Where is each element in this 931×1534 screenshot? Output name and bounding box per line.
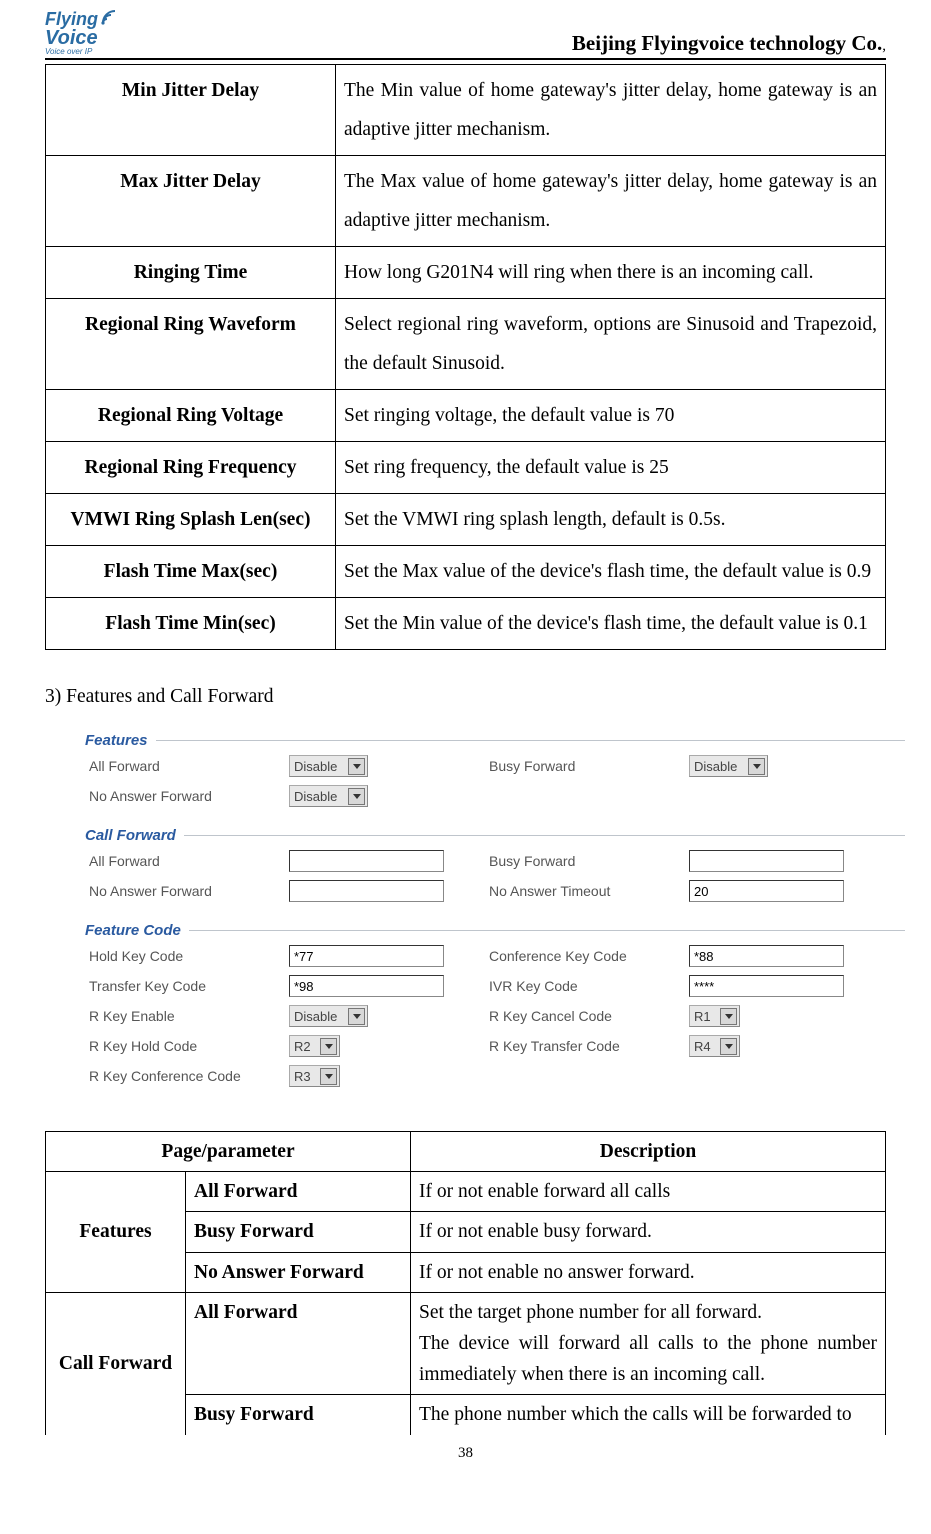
feature-code-legend: Feature Code	[85, 922, 189, 939]
hold-key-input[interactable]	[289, 945, 444, 967]
r-key-conference-label: R Key Conference Code	[89, 1068, 289, 1084]
chevron-down-icon	[320, 1068, 337, 1085]
table-row-desc: Set the VMWI ring splash length, default…	[336, 494, 886, 546]
chevron-down-icon	[348, 788, 365, 805]
t2-cf-row0-param: All Forward	[186, 1292, 411, 1395]
no-answer-forward-select[interactable]: Disable	[289, 785, 368, 807]
section-title: 3) Features and Call Forward	[45, 686, 886, 708]
all-forward-select[interactable]: Disable	[289, 755, 368, 777]
r-key-cancel-select[interactable]: R1	[689, 1005, 740, 1027]
page-number: 38	[45, 1445, 886, 1462]
divider	[184, 835, 905, 836]
t2-features-row2-desc: If or not enable no answer forward.	[411, 1252, 886, 1292]
t2-features-row2-param: No Answer Forward	[186, 1252, 411, 1292]
feature-code-fieldset: Feature Code Hold Key Code Conference Ke…	[85, 922, 905, 1087]
cf-no-answer-timeout-input[interactable]	[689, 880, 844, 902]
wifi-icon	[100, 8, 122, 30]
table-row-desc: Set the Min value of the device's flash …	[336, 598, 886, 650]
logo: Flying Voice Voice over IP	[45, 8, 122, 56]
r-key-enable-select[interactable]: Disable	[289, 1005, 368, 1027]
t2-header-desc: Description	[411, 1132, 886, 1172]
busy-forward-label: Busy Forward	[489, 758, 689, 774]
table-row-label: VMWI Ring Splash Len(sec)	[46, 494, 336, 546]
table-row-label: Ringing Time	[46, 247, 336, 299]
conference-key-label: Conference Key Code	[489, 948, 689, 964]
table-row-desc: Set the Max value of the device's flash …	[336, 546, 886, 598]
r-key-cancel-label: R Key Cancel Code	[489, 1008, 689, 1024]
chevron-down-icon	[748, 758, 765, 775]
table-row-desc: The Min value of home gateway's jitter d…	[336, 65, 886, 156]
divider	[189, 930, 905, 931]
cf-busy-forward-label: Busy Forward	[489, 853, 689, 869]
busy-forward-select[interactable]: Disable	[689, 755, 768, 777]
logo-tagline: Voice over IP	[45, 48, 92, 56]
t2-features-row1-param: Busy Forward	[186, 1212, 411, 1252]
call-forward-fieldset: Call Forward All Forward Busy Forward No…	[85, 827, 905, 902]
features-fieldset: Features All Forward Disable Busy Forwar…	[85, 732, 905, 807]
r-key-transfer-label: R Key Transfer Code	[489, 1038, 689, 1054]
t2-group-callforward: Call Forward	[46, 1292, 186, 1434]
all-forward-label: All Forward	[89, 758, 289, 774]
table-row-label: Flash Time Max(sec)	[46, 546, 336, 598]
cf-all-forward-input[interactable]	[289, 850, 444, 872]
r-key-hold-select[interactable]: R2	[289, 1035, 340, 1057]
transfer-key-label: Transfer Key Code	[89, 978, 289, 994]
table-row-label: Regional Ring Frequency	[46, 442, 336, 494]
cf-no-answer-forward-label: No Answer Forward	[89, 883, 289, 899]
settings-screenshot: Features All Forward Disable Busy Forwar…	[85, 732, 905, 1087]
chevron-down-icon	[720, 1008, 737, 1025]
t2-cf-row1-param: Busy Forward	[186, 1395, 411, 1435]
table-row-desc: How long G201N4 will ring when there is …	[336, 247, 886, 299]
table-row-label: Min Jitter Delay	[46, 65, 336, 156]
parameter-table-1: Min Jitter DelayThe Min value of home ga…	[45, 64, 886, 650]
divider	[156, 740, 905, 741]
table-row-label: Flash Time Min(sec)	[46, 598, 336, 650]
table-row-label: Regional Ring Waveform	[46, 299, 336, 390]
conference-key-input[interactable]	[689, 945, 844, 967]
t2-features-row1-desc: If or not enable busy forward.	[411, 1212, 886, 1252]
chevron-down-icon	[320, 1038, 337, 1055]
t2-cf-row1-desc: The phone number which the calls will be…	[411, 1395, 886, 1435]
chevron-down-icon	[720, 1038, 737, 1055]
cf-no-answer-forward-input[interactable]	[289, 880, 444, 902]
page-header: Flying Voice Voice over IP Beijing Flyin…	[45, 8, 886, 60]
r-key-hold-label: R Key Hold Code	[89, 1038, 289, 1054]
t2-cf-row0-desc: Set the target phone number for all forw…	[411, 1292, 886, 1395]
table-row-label: Max Jitter Delay	[46, 156, 336, 247]
no-answer-forward-label: No Answer Forward	[89, 788, 289, 804]
cf-all-forward-label: All Forward	[89, 853, 289, 869]
ivr-key-input[interactable]	[689, 975, 844, 997]
table-row-desc: The Max value of home gateway's jitter d…	[336, 156, 886, 247]
features-legend: Features	[85, 732, 156, 749]
parameter-table-2: Page/parameter Description Features All …	[45, 1131, 886, 1435]
table-row-desc: Select regional ring waveform, options a…	[336, 299, 886, 390]
logo-text-flying: Flying	[45, 10, 98, 28]
cf-no-answer-timeout-label: No Answer Timeout	[489, 883, 689, 899]
r-key-conference-select[interactable]: R3	[289, 1065, 340, 1087]
cf-busy-forward-input[interactable]	[689, 850, 844, 872]
transfer-key-input[interactable]	[289, 975, 444, 997]
hold-key-label: Hold Key Code	[89, 948, 289, 964]
t2-header-param: Page/parameter	[46, 1132, 411, 1172]
t2-features-row0-desc: If or not enable forward all calls	[411, 1172, 886, 1212]
call-forward-legend: Call Forward	[85, 827, 184, 844]
company-name: Beijing Flyingvoice technology Co.,	[572, 31, 886, 56]
t2-group-features: Features	[46, 1172, 186, 1293]
logo-text-voice: Voice	[45, 28, 98, 48]
r-key-enable-label: R Key Enable	[89, 1008, 289, 1024]
table-row-desc: Set ringing voltage, the default value i…	[336, 390, 886, 442]
table-row-desc: Set ring frequency, the default value is…	[336, 442, 886, 494]
ivr-key-label: IVR Key Code	[489, 978, 689, 994]
r-key-transfer-select[interactable]: R4	[689, 1035, 740, 1057]
chevron-down-icon	[348, 1008, 365, 1025]
chevron-down-icon	[348, 758, 365, 775]
t2-features-row0-param: All Forward	[186, 1172, 411, 1212]
table-row-label: Regional Ring Voltage	[46, 390, 336, 442]
